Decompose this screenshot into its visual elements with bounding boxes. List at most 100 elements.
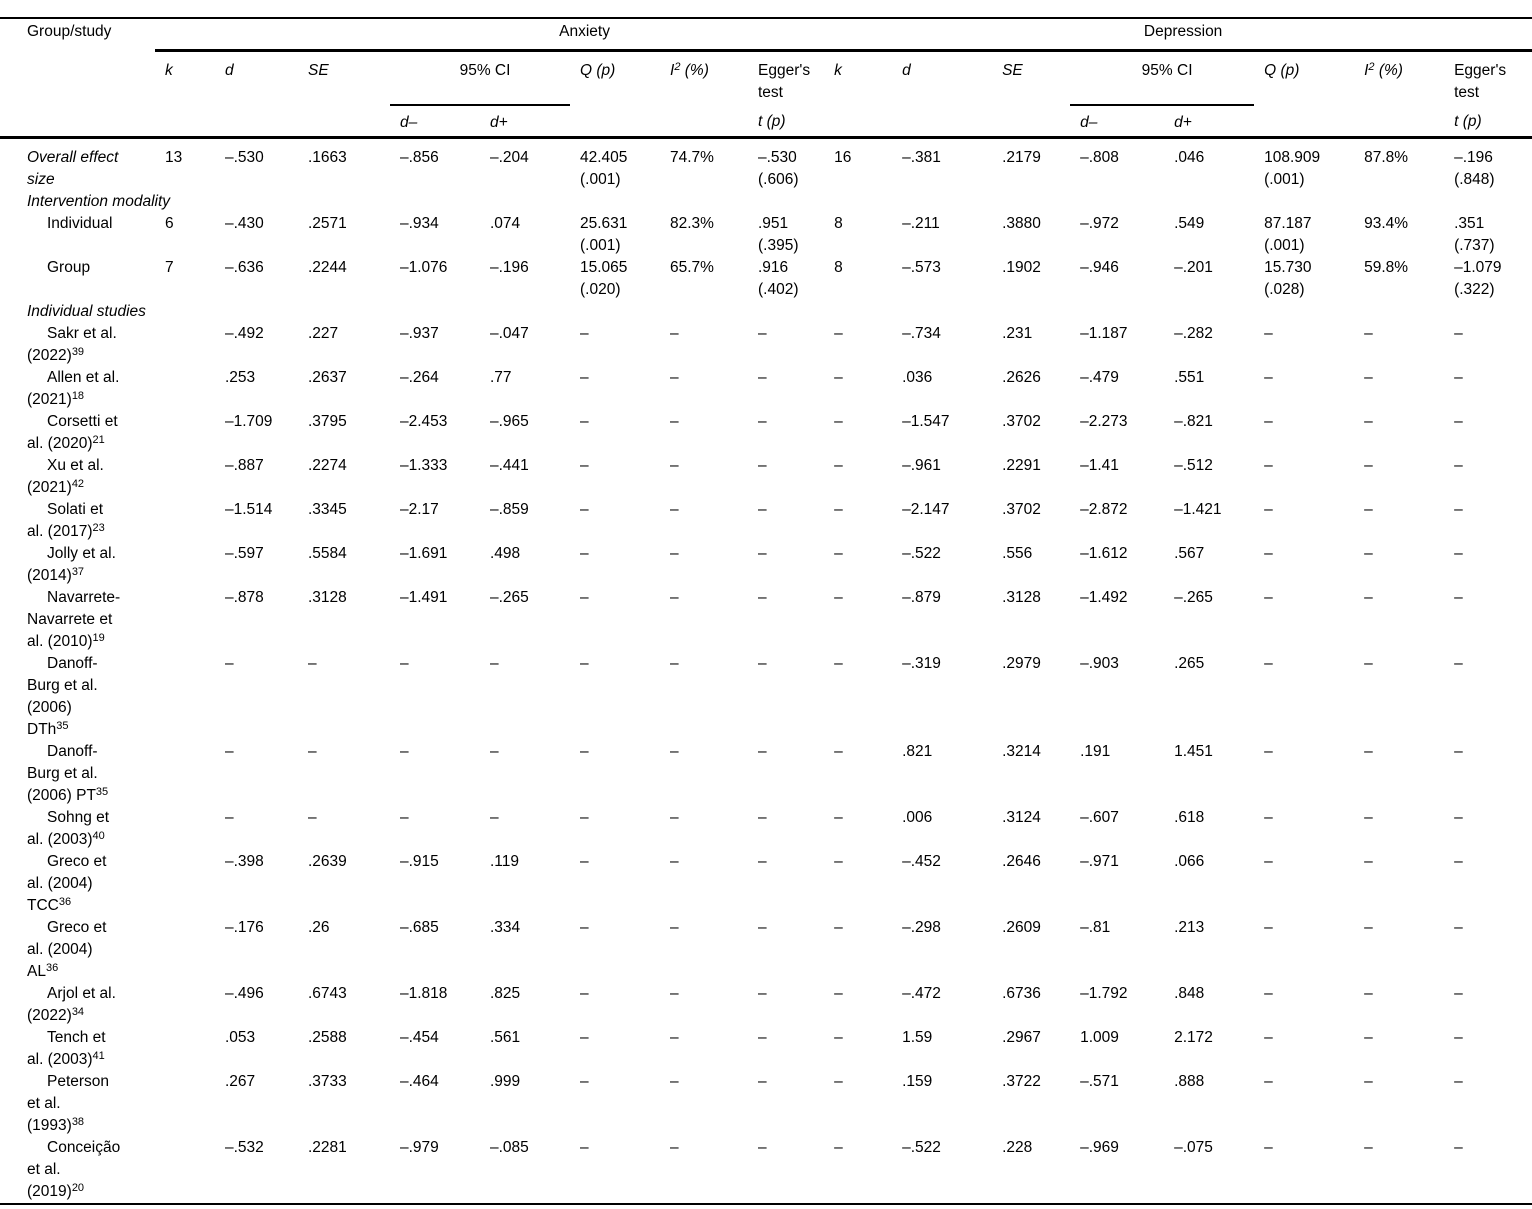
col-header-dhi-depression: d+ [1164, 105, 1255, 139]
cell: – [400, 743, 409, 760]
row-label-text: Jolly et al. (2014) [27, 545, 116, 584]
cell: –.512 [1174, 457, 1213, 474]
cell: 93.4% [1364, 215, 1409, 232]
row-label: Sohng et al. (2003)40 [0, 807, 155, 851]
cell: – [670, 1029, 679, 1046]
cell: – [490, 655, 499, 672]
row-label-text: Individual [47, 215, 113, 232]
cell: – [580, 655, 589, 672]
cell: 16 [834, 149, 852, 166]
cell: – [1264, 589, 1273, 606]
cell: – [1264, 655, 1273, 672]
cell [155, 1027, 215, 1071]
cell: 13 [165, 149, 183, 166]
cell: –.734 [902, 325, 941, 342]
cell: .227 [308, 325, 339, 342]
table-row: Sohng et al. (2003)40 – – – – – – – – .006 .3124 –.… [0, 807, 1532, 851]
cell: –.201 [1174, 259, 1213, 276]
row-label-text: Danoff- Burg et al. (2006) PT [27, 743, 98, 804]
cell: – [834, 919, 843, 936]
cell: .77 [490, 369, 512, 386]
cell: – [834, 853, 843, 870]
cell: .498 [490, 545, 521, 562]
cell: – [1364, 369, 1373, 386]
cell: .2646 [1002, 853, 1041, 870]
cell: – [1454, 589, 1463, 606]
col-header-se-depression: SE [992, 50, 1071, 139]
cell: – [580, 325, 589, 342]
cell: – [834, 743, 843, 760]
table-row: Group 7 –.636 .2244 –1.076 –.196 15.065 (.020)… [0, 257, 1532, 301]
cell: –.965 [490, 413, 529, 430]
table-row: Corsetti et al. (2020)21 –1.709 .3795 –2.45… [0, 411, 1532, 455]
cell: – [1264, 919, 1273, 936]
cell: – [1264, 853, 1273, 870]
row-label-text: Group [47, 259, 91, 276]
cell: – [670, 1073, 679, 1090]
cell: 82.3% [670, 215, 714, 232]
cell: –.878 [225, 589, 264, 606]
cell: – [490, 743, 499, 760]
cell: –1.491 [400, 589, 448, 606]
cell: –1.612 [1080, 545, 1128, 562]
col-header-egger-depression: Egger's test [1454, 62, 1507, 101]
cell: .3128 [1002, 589, 1041, 606]
cell: –1.333 [400, 457, 448, 474]
cell: – [1454, 1073, 1463, 1090]
row-label-text: Individual studies [27, 303, 146, 320]
cell: –2.872 [1080, 501, 1128, 518]
reference-superscript: 21 [92, 434, 105, 446]
cell: 108.909 (.001) [1264, 149, 1321, 188]
cell: .2639 [308, 853, 347, 870]
table-row: Greco et al. (2004) TCC36 –.398 .2639 –.915… [0, 851, 1532, 917]
reference-superscript: 20 [71, 1182, 85, 1194]
cell: .066 [1174, 853, 1205, 870]
reference-superscript: 35 [95, 786, 109, 798]
cell: – [1264, 1073, 1273, 1090]
row-label-text: Sohng et al. (2003) [27, 809, 110, 848]
cell: 1.451 [1174, 743, 1213, 760]
row-label-text: Xu et al. (2021) [27, 457, 104, 496]
cell: .888 [1174, 1073, 1205, 1090]
cell: –.685 [400, 919, 439, 936]
cell: – [758, 413, 767, 430]
table-body: Overall effect size 13 –.530 .1663 –.856 –.20… [0, 138, 1532, 1205]
cell: – [758, 457, 767, 474]
cell: .1663 [308, 149, 347, 166]
cell: .618 [1174, 809, 1205, 826]
cell: – [1264, 1029, 1273, 1046]
reference-superscript: 35 [56, 720, 69, 732]
row-label: Xu et al. (2021)42 [0, 455, 155, 499]
cell: .231 [1002, 325, 1033, 342]
cell: – [834, 589, 843, 606]
cell: –.532 [225, 1139, 264, 1156]
cell: – [1364, 853, 1373, 870]
cell: – [1454, 985, 1463, 1002]
col-header-d-depression: d [892, 50, 993, 139]
cell: – [1454, 1029, 1463, 1046]
cell: – [758, 589, 767, 606]
cell: 8 [834, 215, 843, 232]
cell: –.887 [225, 457, 264, 474]
cell: – [1454, 325, 1463, 342]
cell: –.530 [225, 149, 264, 166]
cell: –1.079 (.322) [1454, 259, 1502, 298]
cell: –.430 [225, 215, 264, 232]
cell: – [580, 1139, 589, 1156]
row-label: Tench et al. (2003)41 [0, 1027, 155, 1071]
cell: .159 [902, 1073, 933, 1090]
cell: – [1364, 501, 1373, 518]
cell: – [490, 809, 499, 826]
table-row: Arjol et al. (2022)34 –.496 .6743 –1.818 .82… [0, 983, 1532, 1027]
cell: – [580, 985, 589, 1002]
cell: – [758, 743, 767, 760]
cell: – [1264, 325, 1273, 342]
cell: – [834, 809, 843, 826]
cell: –.821 [1174, 413, 1213, 430]
cell: –.571 [1080, 1073, 1119, 1090]
cell: –1.41 [1080, 457, 1119, 474]
cell [155, 499, 215, 543]
row-label: Overall effect size [0, 138, 155, 192]
cell: – [225, 655, 234, 672]
cell: –.464 [400, 1073, 439, 1090]
